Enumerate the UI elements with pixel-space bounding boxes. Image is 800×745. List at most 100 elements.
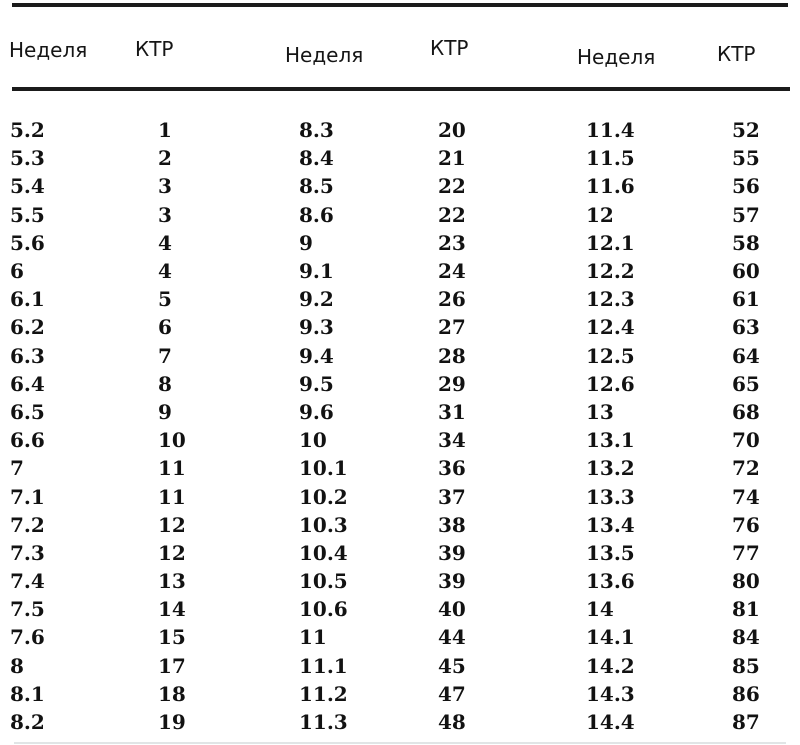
week-value-col3: 12.6 [586, 371, 635, 396]
table-row: 6.1 5 9.2 26 12.3 61 [10, 285, 800, 313]
ktr-value-col2: 31 [438, 399, 466, 424]
ktr-value-col1: 4 [158, 230, 172, 255]
table-row: 8.2 19 11.3 48 14.4 87 [10, 708, 800, 736]
ktr-value-col2: 34 [438, 428, 466, 453]
table-row: 6.5 9 9.6 31 13 68 [10, 398, 800, 426]
ktr-value-col2: 21 [438, 146, 466, 171]
ktr-value-col3: 57 [732, 202, 760, 227]
table-row: 6.6 10 10 34 13.1 70 [10, 426, 800, 454]
ktr-value-col2: 37 [438, 484, 466, 509]
week-value-col2: 9.5 [299, 371, 334, 396]
ktr-value-col1: 3 [158, 202, 172, 227]
week-value-col1: 6 [10, 259, 24, 284]
column-header-ktr-2: КТР [430, 36, 469, 60]
ktr-value-col1: 8 [158, 371, 172, 396]
ktr-value-col1: 11 [158, 484, 186, 509]
table-row: 5.3 2 8.4 21 11.5 55 [10, 144, 800, 172]
ktr-value-col3: 84 [732, 625, 760, 650]
week-value-col3: 12.1 [586, 230, 635, 255]
ktr-value-col1: 2 [158, 146, 172, 171]
week-value-col1: 7 [10, 456, 24, 481]
week-value-col1: 6.1 [10, 287, 45, 312]
week-value-col3: 12.5 [586, 343, 635, 368]
week-value-col3: 13 [586, 399, 614, 424]
week-value-col2: 8.5 [299, 174, 334, 199]
week-value-col1: 6.3 [10, 343, 45, 368]
table-row: 6.3 7 9.4 28 12.5 64 [10, 342, 800, 370]
ktr-value-col1: 7 [158, 343, 172, 368]
ktr-value-col2: 26 [438, 287, 466, 312]
week-value-col2: 9.3 [299, 315, 334, 340]
ktr-value-col3: 72 [732, 456, 760, 481]
week-value-col3: 13.6 [586, 569, 635, 594]
ktr-value-col2: 36 [438, 456, 466, 481]
ktr-value-col1: 13 [158, 569, 186, 594]
week-value-col3: 14 [586, 597, 614, 622]
week-value-col2: 8.6 [299, 202, 334, 227]
week-value-col2: 8.4 [299, 146, 334, 171]
week-value-col1: 6.4 [10, 371, 45, 396]
week-value-col3: 13.3 [586, 484, 635, 509]
ktr-value-col1: 12 [158, 540, 186, 565]
week-value-col2: 9.1 [299, 259, 334, 284]
week-value-col3: 13.5 [586, 540, 635, 565]
week-value-col1: 5.2 [10, 118, 45, 143]
ktr-value-col3: 58 [732, 230, 760, 255]
week-value-col1: 6.6 [10, 428, 45, 453]
table-row: 5.4 3 8.5 22 11.6 56 [10, 172, 800, 200]
week-value-col3: 12.2 [586, 259, 635, 284]
ktr-value-col2: 29 [438, 371, 466, 396]
week-value-col3: 13.4 [586, 512, 635, 537]
week-value-col2: 9.4 [299, 343, 334, 368]
top-rule [12, 3, 788, 7]
week-value-col1: 6.2 [10, 315, 45, 340]
ktr-value-col2: 20 [438, 118, 466, 143]
week-value-col2: 9.2 [299, 287, 334, 312]
ktr-value-col1: 5 [158, 287, 172, 312]
table-row: 5.6 4 9 23 12.1 58 [10, 229, 800, 257]
week-value-col2: 9.6 [299, 399, 334, 424]
week-value-col3: 13.2 [586, 456, 635, 481]
column-header-week-2: Неделя [285, 43, 364, 67]
table-row: 5.5 3 8.6 22 12 57 [10, 201, 800, 229]
table-body: 5.2 1 8.3 20 11.4 52 5.3 2 8.4 21 11.5 5… [10, 116, 800, 736]
ktr-value-col1: 11 [158, 456, 186, 481]
ktr-value-col2: 44 [438, 625, 466, 650]
week-value-col2: 11 [299, 625, 327, 650]
ktr-value-col2: 39 [438, 569, 466, 594]
week-value-col3: 14.1 [586, 625, 635, 650]
table-row: 6.4 8 9.5 29 12.6 65 [10, 370, 800, 398]
ktr-value-col1: 17 [158, 653, 186, 678]
ktr-value-col2: 38 [438, 512, 466, 537]
ktr-value-col1: 3 [158, 174, 172, 199]
ktr-value-col2: 22 [438, 202, 466, 227]
ktr-value-col3: 52 [732, 118, 760, 143]
ktr-value-col2: 40 [438, 597, 466, 622]
ktr-value-col3: 87 [732, 710, 760, 735]
ktr-value-col3: 56 [732, 174, 760, 199]
table-row: 8.1 18 11.2 47 14.3 86 [10, 680, 800, 708]
column-header-ktr-1: КТР [135, 37, 174, 61]
ktr-value-col2: 39 [438, 540, 466, 565]
table-row: 7.1 11 10.2 37 13.3 74 [10, 482, 800, 510]
ktr-value-col3: 60 [732, 259, 760, 284]
week-value-col1: 5.5 [10, 202, 45, 227]
week-value-col3: 14.4 [586, 710, 635, 735]
ktr-value-col1: 14 [158, 597, 186, 622]
week-value-col1: 7.4 [10, 569, 45, 594]
week-value-col1: 5.4 [10, 174, 45, 199]
week-value-col3: 11.4 [586, 118, 635, 143]
ktr-value-col1: 1 [158, 118, 172, 143]
ktr-value-col2: 45 [438, 653, 466, 678]
ktr-value-col1: 15 [158, 625, 186, 650]
week-value-col1: 8.1 [10, 681, 45, 706]
ktr-value-col3: 80 [732, 569, 760, 594]
ktr-value-col2: 22 [438, 174, 466, 199]
week-value-col3: 12.4 [586, 315, 635, 340]
table-row: 7.4 13 10.5 39 13.6 80 [10, 567, 800, 595]
ktr-value-col1: 12 [158, 512, 186, 537]
week-value-col1: 7.6 [10, 625, 45, 650]
table-row: 7.6 15 11 44 14.1 84 [10, 623, 800, 651]
week-value-col3: 13.1 [586, 428, 635, 453]
table-row: 8 17 11.1 45 14.2 85 [10, 652, 800, 680]
